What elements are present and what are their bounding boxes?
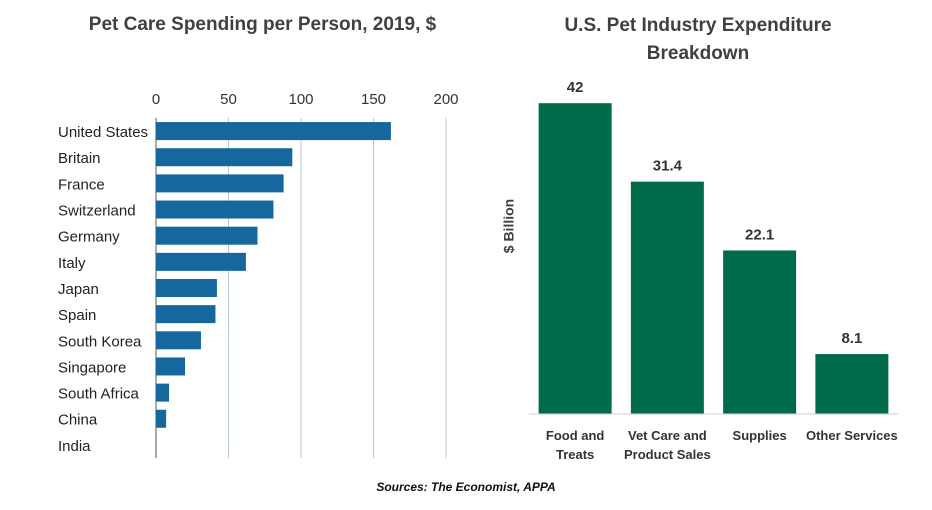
- x-tick-label: Other Services: [805, 428, 898, 443]
- x-tick-label: 50: [220, 91, 237, 108]
- bar: [156, 383, 170, 402]
- y-tick-label: Germany: [58, 229, 120, 246]
- x-tick-label: 100: [288, 91, 313, 108]
- bar: [156, 122, 391, 141]
- x-tick-label: Food and Treats: [545, 428, 605, 462]
- value-label: 8.1: [841, 330, 862, 347]
- bar: [156, 148, 293, 167]
- bar: [156, 174, 284, 193]
- bar: [815, 354, 889, 414]
- x-tick-label: 200: [433, 91, 458, 108]
- value-label: 31.4: [653, 158, 683, 175]
- bar: [156, 226, 258, 245]
- y-tick-label: Italy: [58, 255, 86, 272]
- bar: [630, 181, 704, 414]
- bar: [156, 305, 216, 324]
- bar: [156, 409, 167, 428]
- y-tick-label: Japan: [58, 281, 99, 298]
- y-tick-label: Switzerland: [58, 203, 136, 220]
- x-tick-label: Vet Care and Product Sales: [624, 428, 711, 462]
- x-tick-label: 0: [152, 91, 160, 108]
- y-tick-label: China: [58, 412, 98, 429]
- y-tick-label: India: [58, 438, 91, 455]
- y-axis-label: $ Billion: [501, 199, 517, 253]
- chart-title: U.S. Pet Industry Expenditure Breakdown: [564, 15, 832, 64]
- y-tick-label: United States: [58, 124, 148, 141]
- bar: [156, 357, 185, 376]
- x-tick-label: 150: [361, 91, 386, 108]
- bar: [156, 200, 274, 219]
- y-tick-label: Britain: [58, 150, 101, 167]
- bar: [538, 103, 612, 414]
- y-tick-label: Singapore: [58, 359, 126, 376]
- bar: [156, 331, 201, 350]
- x-tick-label: Supplies: [732, 428, 787, 443]
- y-tick-label: Spain: [58, 307, 96, 324]
- value-label: 42: [567, 79, 584, 96]
- chart-title: Pet Care Spending per Person, 2019, $: [88, 14, 437, 35]
- bar: [156, 252, 246, 271]
- source-note: Sources: The Economist, APPA: [376, 480, 556, 494]
- y-tick-label: South Africa: [58, 386, 140, 403]
- bar: [156, 279, 217, 297]
- value-label: 22.1: [745, 226, 774, 243]
- y-tick-label: France: [58, 176, 105, 193]
- bar: [723, 250, 797, 414]
- y-tick-label: South Korea: [58, 333, 142, 350]
